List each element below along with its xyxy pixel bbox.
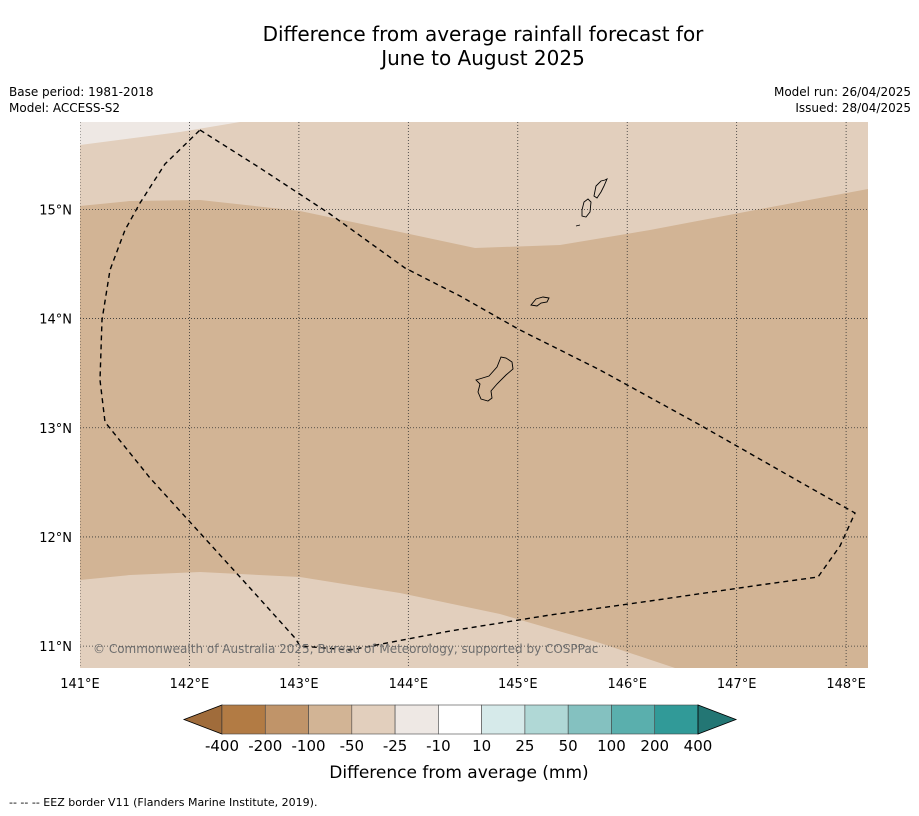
colorbar-swatch [308,704,353,735]
guam-island [475,356,514,402]
colorbar: -400 -200 -100 -50 -25 -10 10 25 50 100 200 400 Dif… [182,704,738,783]
colorbar-swatch [351,704,396,735]
colorbar-swatch [221,704,266,735]
colorbar-swatch [264,704,309,735]
latitude-tick-label: 14°N [39,313,72,328]
colorbar-labels: -400 -200 -100 -50 -25 -10 10 25 50 100 200 400 [205,737,712,755]
longitude-tick-label: 142°E [170,677,210,692]
colorbar-swatch [567,704,612,735]
title-line-1: Difference from average rainfall forecas… [262,22,704,46]
colorbar-tick-label: 50 [559,737,578,755]
title-line-2: June to August 2025 [381,46,585,70]
colorbar-tick-label: -25 [383,737,408,755]
colorbar-tick-label: 25 [515,737,534,755]
eez-footnote: -- -- -- EEZ border V11 (Flanders Marine… [9,796,318,809]
colorbar-swatch [524,704,569,735]
colorbar-tick-label: 100 [597,737,626,755]
eez-border [99,129,856,651]
colorbar-swatch [654,704,699,735]
copyright-credit: © Commonwealth of Australia 2025, Bureau… [93,642,598,656]
longitude-labels: 141°E 142°E 143°E 144°E 145°E 146°E 147°E 148°E [60,677,866,692]
latitude-labels: 11°N 12°N 13°N 14°N 15°N [39,203,72,655]
colorbar-swatch [394,704,439,735]
longitude-tick-label: 141°E [60,677,100,692]
base-period-text: Base period: 1981-2018 [9,85,154,99]
colorbar-tick-label: 400 [684,737,713,755]
gridlines [80,122,868,668]
saipan-island [593,178,608,199]
forecast-band-near-zero [80,122,240,145]
model-run-text: Model run: 26/04/2025 [773,85,911,99]
forecast-band-mid [80,189,868,668]
tinian-island [581,198,592,218]
longitude-tick-label: 145°E [498,677,538,692]
colorbar-swatch [611,704,656,735]
map-title: Difference from average rainfall forecas… [0,22,919,70]
meta-right: Model run: 26/04/2025 Issued: 28/04/2025 [774,84,911,116]
latitude-tick-label: 15°N [39,203,72,218]
colorbar-swatch [481,704,526,735]
meta-left: Base period: 1981-2018 Model: ACCESS-S2 [9,84,154,116]
colorbar-tick-label: 10 [472,737,491,755]
longitude-tick-label: 146°E [607,677,647,692]
aguijan-island [575,224,581,227]
colorbar-tick-label: -50 [340,737,365,755]
colorbar-swatch [438,704,482,735]
longitude-tick-label: 144°E [389,677,429,692]
colorbar-under-arrow [182,704,223,735]
issued-text: Issued: 28/04/2025 [795,101,911,115]
colorbar-swatches [221,704,699,735]
longitude-tick-label: 147°E [717,677,757,692]
longitude-tick-label: 148°E [826,677,866,692]
colorbar-tick-label: -10 [426,737,451,755]
colorbar-tick-label: 200 [640,737,669,755]
model-text: Model: ACCESS-S2 [9,101,121,115]
map-area: © Commonwealth of Australia 2025, Bureau… [80,122,868,668]
latitude-tick-label: 11°N [39,640,72,655]
colorbar-over-arrow [697,704,738,735]
colorbar-tick-label: -100 [292,737,326,755]
latitude-tick-label: 12°N [39,531,72,546]
latitude-tick-label: 13°N [39,422,72,437]
colorbar-tick-label: -200 [248,737,282,755]
colorbar-tick-label: -400 [205,737,239,755]
longitude-tick-label: 143°E [279,677,319,692]
colorbar-title: Difference from average (mm) [329,763,588,783]
rota-island [530,296,550,307]
